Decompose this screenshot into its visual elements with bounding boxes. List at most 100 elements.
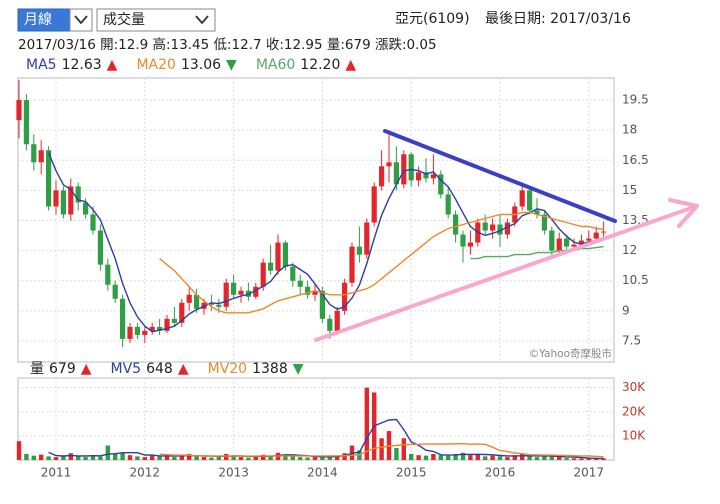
legend-value: 679	[49, 361, 76, 377]
candle-body	[460, 234, 466, 247]
volume-bar	[601, 458, 606, 460]
candle-body	[46, 150, 52, 207]
candle-body	[312, 290, 318, 295]
volume-bar	[594, 458, 599, 460]
candle-body	[379, 166, 385, 187]
volume-bar	[105, 445, 110, 460]
x-tick-label: 2015	[396, 466, 427, 480]
period-select-arrow[interactable]	[69, 8, 93, 32]
volume-bar	[76, 456, 81, 460]
candle-body	[112, 284, 118, 299]
volume-bar	[327, 456, 332, 460]
legend-name: 量	[30, 361, 44, 377]
candle-body	[342, 282, 348, 311]
candle-body	[327, 318, 333, 331]
x-tick-label: 2014	[307, 466, 338, 480]
candle-body	[97, 230, 103, 265]
ma-line	[159, 211, 604, 314]
candle-body	[127, 326, 133, 339]
support-arrow	[314, 205, 696, 342]
volume-bar	[335, 455, 340, 460]
volume-bar	[460, 452, 466, 460]
period-select-text[interactable]: 月線	[24, 12, 52, 28]
volume-bar	[16, 441, 22, 460]
legend-value: 13.06	[181, 57, 221, 73]
legend-trend: ▼	[226, 57, 237, 73]
candle-body	[186, 294, 192, 303]
candle-body	[482, 222, 488, 231]
volume-bar	[283, 454, 288, 460]
y-tick-label: 18	[622, 123, 637, 137]
x-tick-label: 2017	[574, 466, 605, 480]
volume-bar	[512, 455, 517, 460]
candle-body	[593, 232, 599, 239]
volume-bar	[394, 447, 399, 460]
volume-bar	[209, 457, 214, 460]
candle-body	[68, 186, 74, 215]
volume-bar	[453, 453, 458, 460]
y2-tick-label: 20K	[622, 404, 646, 418]
legend-trend: ▲	[107, 57, 118, 73]
candle-body	[371, 186, 377, 223]
arrow-icon	[195, 15, 209, 25]
candle-body	[497, 224, 503, 235]
candle-body	[601, 231, 607, 233]
volume-bar	[497, 456, 503, 460]
volume-bar	[268, 455, 273, 460]
y-tick-label: 7.5	[622, 333, 641, 347]
x-tick-label: 2013	[218, 466, 249, 480]
y-tick-label: 19.5	[622, 93, 649, 107]
volume-bar	[475, 453, 480, 460]
candle-body	[268, 262, 274, 271]
volume-bar	[364, 387, 369, 460]
candle-body	[231, 282, 237, 295]
volume-bar	[253, 456, 258, 460]
volume-bar	[179, 455, 184, 460]
candle-body	[349, 246, 355, 283]
volume-bar	[172, 457, 177, 460]
y2-tick-label: 10K	[622, 428, 646, 442]
y2-tick-label: 30K	[622, 380, 646, 394]
candle-body	[527, 190, 533, 211]
volume-bar	[201, 457, 207, 460]
candle-body	[275, 242, 281, 271]
ma-line	[47, 152, 604, 333]
candle-body	[134, 326, 140, 335]
candle-body	[519, 190, 525, 207]
candle-body	[83, 202, 89, 215]
stock-name: 亞元(6109)	[395, 11, 470, 27]
candle-body	[423, 172, 429, 179]
legend-trend: ▲	[81, 361, 92, 377]
volume-bar	[416, 455, 421, 460]
candle-body	[586, 238, 592, 241]
volume-bar	[68, 453, 73, 460]
candle-body	[90, 214, 96, 231]
arrow-icon	[74, 15, 88, 25]
volume-bar	[135, 456, 140, 460]
volume-bar	[505, 457, 510, 460]
volume-bar	[542, 456, 547, 460]
volume-bar	[446, 455, 451, 460]
candle-body	[31, 144, 37, 163]
candle-body	[416, 172, 422, 181]
legend-name: MA5	[26, 57, 57, 73]
candle-body	[571, 244, 577, 247]
volume-bar	[24, 453, 29, 460]
candle-body	[386, 162, 392, 167]
volume-bar	[142, 457, 147, 460]
volume-bar	[98, 456, 103, 460]
volume-bar	[231, 456, 236, 460]
volume-bar	[564, 458, 569, 460]
legend-trend: ▲	[345, 57, 356, 73]
volume-bar	[320, 455, 325, 460]
volume-bar	[312, 457, 318, 460]
volume-bar	[520, 453, 525, 460]
candle-body	[179, 302, 185, 323]
x-tick-label: 2016	[485, 466, 516, 480]
indicator-select-text[interactable]: 成交量	[103, 11, 145, 28]
candle-body	[504, 222, 510, 235]
legend-value: 12.20	[300, 57, 340, 73]
indicator-select[interactable]	[96, 8, 216, 32]
legend-name: MA20	[136, 57, 175, 73]
